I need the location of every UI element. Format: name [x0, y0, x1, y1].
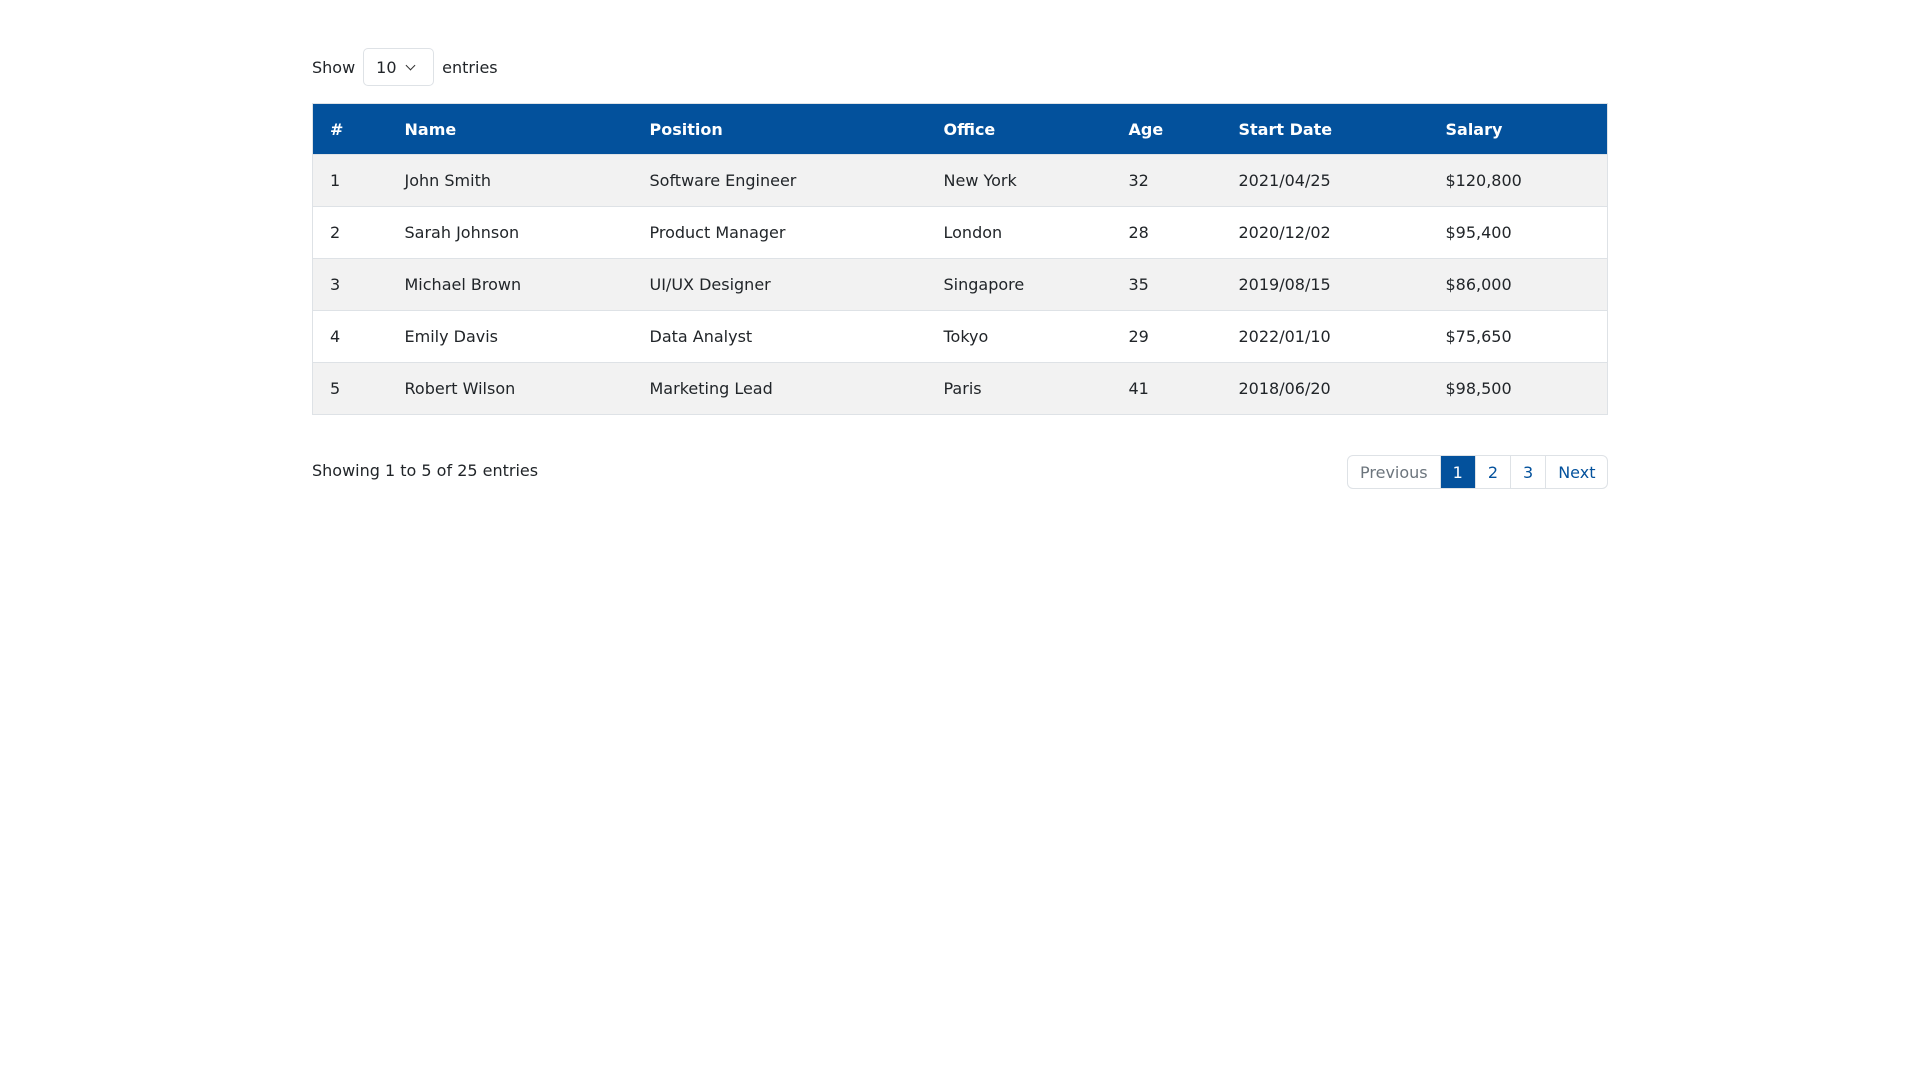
- table-cell: $75,650: [1428, 310, 1608, 363]
- table-cell: Marketing Lead: [632, 362, 927, 415]
- table-cell: 2019/08/15: [1221, 258, 1429, 311]
- page-1-button[interactable]: 1: [1439, 456, 1475, 488]
- table-cell: 28: [1111, 206, 1222, 259]
- table-cell: $95,400: [1428, 206, 1608, 259]
- table-cell: John Smith: [387, 154, 633, 207]
- table-cell: UI/UX Designer: [632, 258, 927, 311]
- table-cell: $120,800: [1428, 154, 1608, 207]
- table-cell: New York: [926, 154, 1112, 207]
- table-cell: 1: [312, 154, 388, 207]
- table-cell: 2020/12/02: [1221, 206, 1429, 259]
- entries-select[interactable]: 10: [363, 48, 435, 86]
- column-header[interactable]: Office: [926, 103, 1112, 155]
- pagination: Previous 1 2 3 Next: [1347, 455, 1609, 489]
- table-cell: Data Analyst: [632, 310, 927, 363]
- column-header[interactable]: Start Date: [1221, 103, 1429, 155]
- page-2-button[interactable]: 2: [1474, 456, 1510, 488]
- next-button[interactable]: Next: [1545, 456, 1607, 488]
- table-cell: Michael Brown: [387, 258, 633, 311]
- table-row: 1 John Smith Software Engineer New York 32 20…: [312, 154, 1608, 207]
- table-cell: 35: [1111, 258, 1222, 311]
- table-cell: 2: [312, 206, 388, 259]
- table-cell: 29: [1111, 310, 1222, 363]
- table-cell: 3: [312, 258, 388, 311]
- column-header[interactable]: Age: [1111, 103, 1222, 155]
- length-menu: Show 10 entries: [312, 48, 498, 86]
- table-cell: $86,000: [1428, 258, 1608, 311]
- table-cell: Paris: [926, 362, 1112, 415]
- column-header[interactable]: Position: [632, 103, 927, 155]
- previous-button[interactable]: Previous: [1360, 462, 1428, 482]
- table-row: 5 Robert Wilson Marketing Lead Paris 41 2018/…: [312, 362, 1608, 415]
- table-row: 2 Sarah Johnson Product Manager London 28 202…: [312, 206, 1608, 259]
- table-cell: 5: [312, 362, 388, 415]
- table-info: Showing 1 to 5 of 25 entries: [312, 461, 539, 480]
- table-cell: $98,500: [1428, 362, 1608, 415]
- table-cell: Software Engineer: [632, 154, 927, 207]
- table-header-row: # Name Position Office Age Start Date Salary: [312, 103, 1608, 155]
- table-cell: 2021/04/25: [1221, 154, 1429, 207]
- table-cell: Singapore: [926, 258, 1112, 311]
- column-header[interactable]: #: [312, 103, 388, 155]
- table-cell: Sarah Johnson: [387, 206, 633, 259]
- chevron-down-icon: [405, 60, 415, 70]
- table-cell: 2022/01/10: [1221, 310, 1429, 363]
- show-label: Show: [312, 57, 356, 77]
- entries-label: entries: [442, 57, 498, 77]
- column-header[interactable]: Name: [387, 103, 633, 155]
- table-cell: Product Manager: [632, 206, 927, 259]
- table-cell: Tokyo: [926, 310, 1112, 363]
- table-cell: 2018/06/20: [1221, 362, 1429, 415]
- table-cell: London: [926, 206, 1112, 259]
- table-row: 4 Emily Davis Data Analyst Tokyo 29 2022/01/1…: [312, 310, 1608, 363]
- entries-select-value: 10: [376, 57, 397, 77]
- table-row: 3 Michael Brown UI/UX Designer Singapore 35 2…: [312, 258, 1608, 311]
- table-cell: Emily Davis: [387, 310, 633, 363]
- table-cell: 4: [312, 310, 388, 363]
- column-header[interactable]: Salary: [1428, 103, 1608, 155]
- page-3-button[interactable]: 3: [1510, 456, 1545, 488]
- data-table: # Name Position Office Age Start Date Salary 1…: [312, 103, 1608, 415]
- table-cell: 32: [1111, 154, 1222, 207]
- table-cell: Robert Wilson: [387, 362, 633, 415]
- table-cell: 41: [1111, 362, 1222, 415]
